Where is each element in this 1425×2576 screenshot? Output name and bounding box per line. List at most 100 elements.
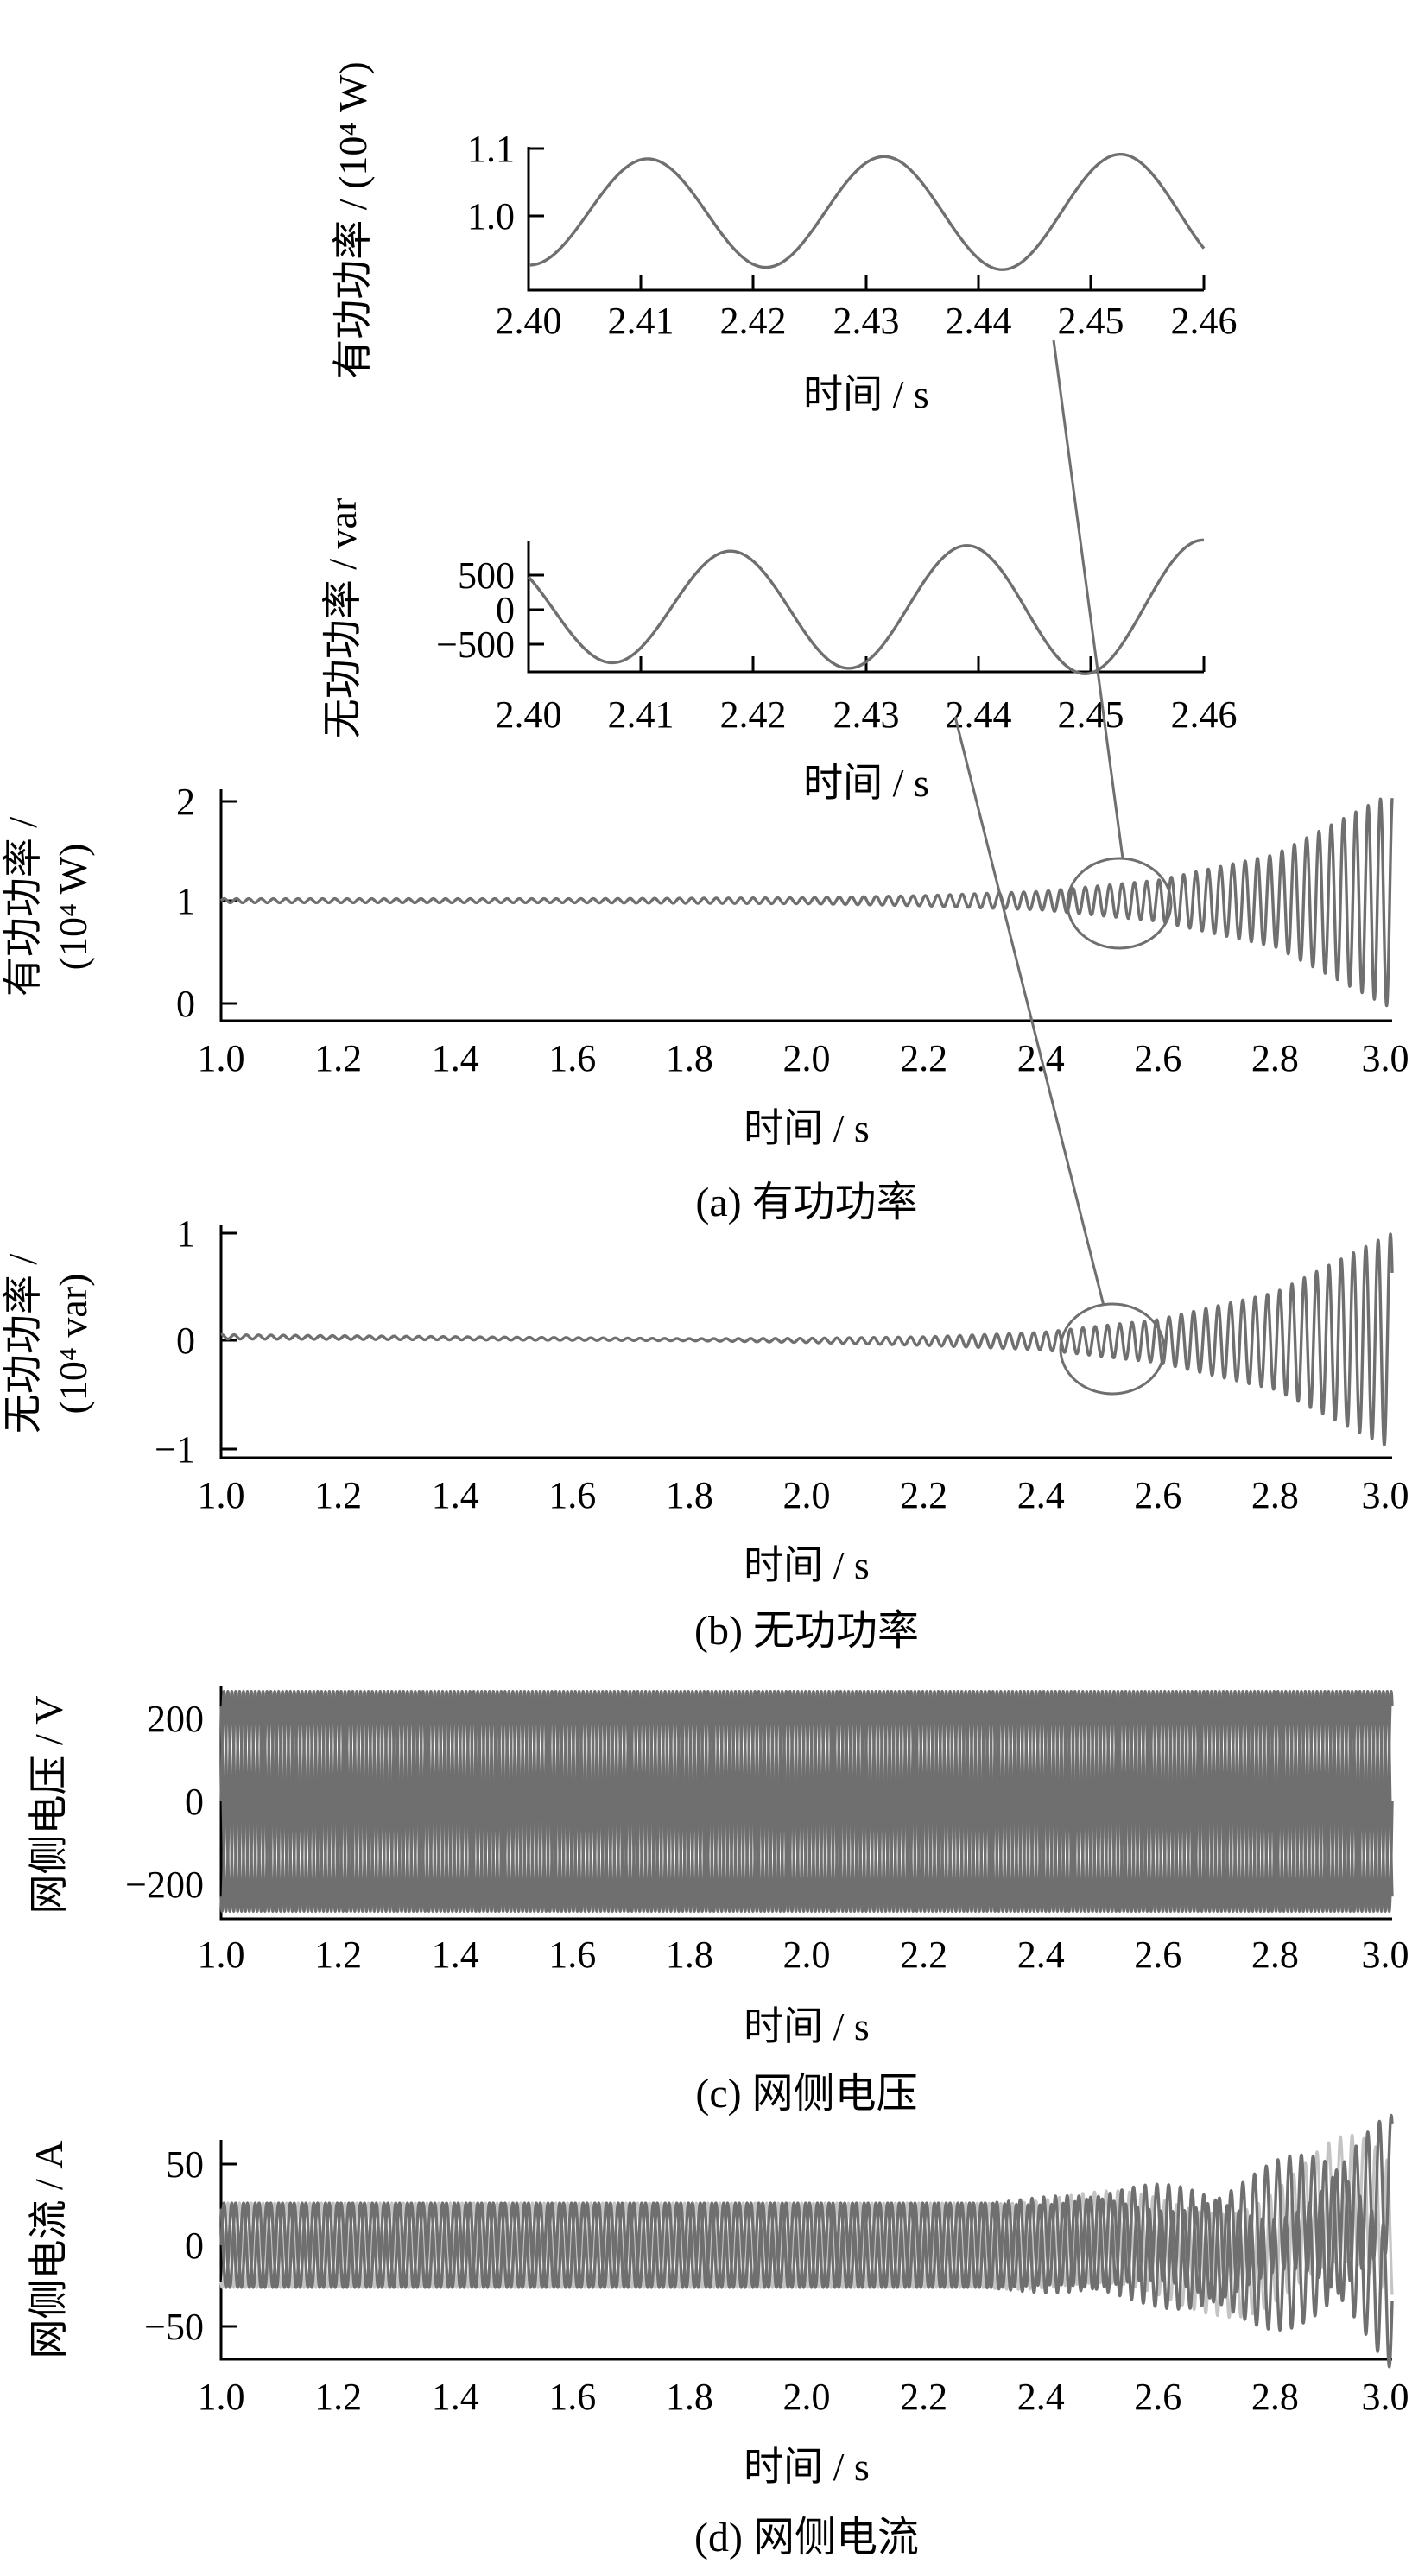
b-ylabel-line2: (10⁴ var) bbox=[51, 1274, 95, 1415]
c-xtick-10: 3.0 bbox=[1362, 1934, 1409, 1976]
inset-active-power: 2.40 2.41 2.42 2.43 2.44 2.45 2.46 1.0 1… bbox=[331, 61, 1238, 416]
b-xtick-1: 1.2 bbox=[314, 1474, 362, 1516]
b-xtick-labels: 1.0 1.2 1.4 1.6 1.8 2.0 2.2 2.4 2.6 2.8 … bbox=[198, 1474, 1409, 1516]
c-series-phase-b bbox=[219, 1690, 1394, 1913]
inset1-axes bbox=[527, 147, 1204, 292]
a-xtick-3: 1.6 bbox=[548, 1037, 596, 1079]
inset-reactive-power: 2.40 2.41 2.42 2.43 2.44 2.45 2.46 −500 … bbox=[320, 498, 1238, 805]
inset2-xtick-0: 2.40 bbox=[496, 693, 562, 736]
c-xtick-1: 1.2 bbox=[314, 1934, 362, 1976]
inset2-axes bbox=[527, 541, 1204, 674]
b-xtick-5: 2.0 bbox=[783, 1474, 831, 1516]
d-caption: (d) 网侧电流 bbox=[694, 2515, 919, 2560]
a-xtick-labels: 1.0 1.2 1.4 1.6 1.8 2.0 2.2 2.4 2.6 2.8 … bbox=[198, 1037, 1409, 1079]
b-xtick-7: 2.4 bbox=[1017, 1474, 1065, 1516]
a-xtick-5: 2.0 bbox=[783, 1037, 831, 1079]
panel-a-active-power: 1.0 1.2 1.4 1.6 1.8 2.0 2.2 2.4 2.6 2.8 … bbox=[1, 781, 1409, 1225]
inset1-ylabel: 有功功率 / (10⁴ W) bbox=[331, 61, 375, 378]
c-ylabel: 网侧电压 / V bbox=[27, 1696, 71, 1915]
b-zoom-connector bbox=[953, 716, 1105, 1307]
b-xlabel: 时间 / s bbox=[744, 1543, 870, 1587]
a-xtick-2: 1.4 bbox=[432, 1037, 479, 1079]
inset1-series bbox=[528, 153, 1206, 271]
d-xtick-6: 2.2 bbox=[900, 2376, 947, 2418]
d-xtick-labels: 1.0 1.2 1.4 1.6 1.8 2.0 2.2 2.4 2.6 2.8 … bbox=[198, 2376, 1409, 2418]
a-ylabel-line1: 有功功率 / bbox=[1, 817, 45, 997]
a-xtick-10: 3.0 bbox=[1362, 1037, 1409, 1079]
inset1-ytick-1.0: 1.0 bbox=[467, 195, 515, 237]
b-xtick-0: 1.0 bbox=[198, 1474, 245, 1516]
b-ylabel-line1: 无功功率 / bbox=[1, 1254, 45, 1434]
a-xtick-0: 1.0 bbox=[198, 1037, 245, 1079]
c-caption: (c) 网侧电压 bbox=[695, 2071, 917, 2117]
a-zoom-ellipse bbox=[1066, 857, 1173, 950]
d-xtick-3: 1.6 bbox=[548, 2376, 596, 2418]
d-series-phase-a bbox=[219, 2153, 1394, 2369]
a-xlabel: 时间 / s bbox=[744, 1106, 870, 1150]
panel-d-grid-current: 1.0 1.2 1.4 1.6 1.8 2.0 2.2 2.4 2.6 2.8 … bbox=[27, 2113, 1409, 2560]
inset1-ytick-1.1: 1.1 bbox=[467, 128, 515, 170]
inset2-xtick-3: 2.43 bbox=[833, 693, 900, 736]
b-xtick-2: 1.4 bbox=[432, 1474, 479, 1516]
inset1-xtick-0: 2.40 bbox=[496, 300, 562, 342]
panel-b-reactive-power: 1.0 1.2 1.4 1.6 1.8 2.0 2.2 2.4 2.6 2.8 … bbox=[1, 1212, 1409, 1654]
d-xtick-10: 3.0 bbox=[1362, 2376, 1409, 2418]
b-xtick-10: 3.0 bbox=[1362, 1474, 1409, 1516]
d-ylabel: 网侧电流 / A bbox=[27, 2141, 71, 2359]
a-caption: (a) 有功功率 bbox=[695, 1180, 917, 1225]
a-ytick-1: 1 bbox=[176, 880, 195, 922]
inset1-xtick-labels: 2.40 2.41 2.42 2.43 2.44 2.45 2.46 bbox=[496, 300, 1238, 342]
inset2-ytick-neg500: −500 bbox=[436, 623, 515, 666]
inset2-ytick-0: 0 bbox=[496, 589, 515, 631]
a-series bbox=[219, 797, 1394, 1008]
c-series-phase-a bbox=[219, 1690, 1394, 1913]
inset2-xtick-1: 2.41 bbox=[608, 693, 674, 736]
inset1-xlabel: 时间 / s bbox=[803, 372, 929, 416]
c-xtick-8: 2.6 bbox=[1134, 1934, 1181, 1976]
b-xtick-3: 1.6 bbox=[548, 1474, 596, 1516]
c-xtick-7: 2.4 bbox=[1017, 1934, 1065, 1976]
panel-c-grid-voltage: 1.0 1.2 1.4 1.6 1.8 2.0 2.2 2.4 2.6 2.8 … bbox=[27, 1686, 1409, 2117]
d-xtick-1: 1.2 bbox=[314, 2376, 362, 2418]
d-xtick-8: 2.6 bbox=[1134, 2376, 1181, 2418]
c-xtick-3: 1.6 bbox=[548, 1934, 596, 1976]
a-ytick-0: 0 bbox=[176, 983, 195, 1025]
a-xtick-8: 2.6 bbox=[1134, 1037, 1181, 1079]
b-zoom-ellipse bbox=[1059, 1302, 1166, 1396]
inset1-xtick-4: 2.44 bbox=[946, 300, 1012, 342]
inset2-xtick-4: 2.44 bbox=[946, 693, 1012, 736]
zoom-callouts bbox=[953, 339, 1173, 1396]
inset2-yticks bbox=[529, 573, 544, 646]
d-xlabel: 时间 / s bbox=[744, 2445, 870, 2489]
d-ytick-0: 0 bbox=[185, 2225, 204, 2267]
inset2-xtick-2: 2.42 bbox=[720, 693, 787, 736]
c-xtick-4: 1.8 bbox=[666, 1934, 713, 1976]
inset2-series bbox=[527, 538, 1205, 675]
c-xtick-2: 1.4 bbox=[432, 1934, 479, 1976]
c-series-phase-c bbox=[219, 1690, 1394, 1913]
c-xtick-6: 2.2 bbox=[900, 1934, 947, 1976]
inset1-xtick-3: 2.43 bbox=[833, 300, 900, 342]
b-xtick-9: 2.8 bbox=[1251, 1474, 1299, 1516]
a-axes bbox=[219, 789, 1392, 1022]
c-ytick-neg200: −200 bbox=[125, 1864, 204, 1906]
b-xtick-4: 1.8 bbox=[666, 1474, 713, 1516]
a-xtick-9: 2.8 bbox=[1251, 1037, 1299, 1079]
c-xlabel: 时间 / s bbox=[744, 2004, 870, 2048]
c-ytick-0: 0 bbox=[185, 1781, 204, 1823]
inset2-xtick-labels: 2.40 2.41 2.42 2.43 2.44 2.45 2.46 bbox=[496, 693, 1238, 736]
d-xtick-9: 2.8 bbox=[1251, 2376, 1299, 2418]
c-xtick-9: 2.8 bbox=[1251, 1934, 1299, 1976]
d-xtick-5: 2.0 bbox=[783, 2376, 831, 2418]
a-xtick-4: 1.8 bbox=[666, 1037, 713, 1079]
b-ytick-neg1: −1 bbox=[155, 1428, 195, 1471]
c-ytick-200: 200 bbox=[147, 1698, 204, 1740]
a-zoom-connector bbox=[1052, 339, 1124, 859]
inset1-xticks bbox=[527, 275, 1206, 290]
c-xtick-0: 1.0 bbox=[198, 1934, 245, 1976]
d-ytick-neg50: −50 bbox=[144, 2306, 204, 2348]
c-xtick-5: 2.0 bbox=[783, 1934, 831, 1976]
inset2-ylabel: 无功功率 / var bbox=[320, 498, 364, 739]
d-ytick-50: 50 bbox=[166, 2143, 204, 2186]
